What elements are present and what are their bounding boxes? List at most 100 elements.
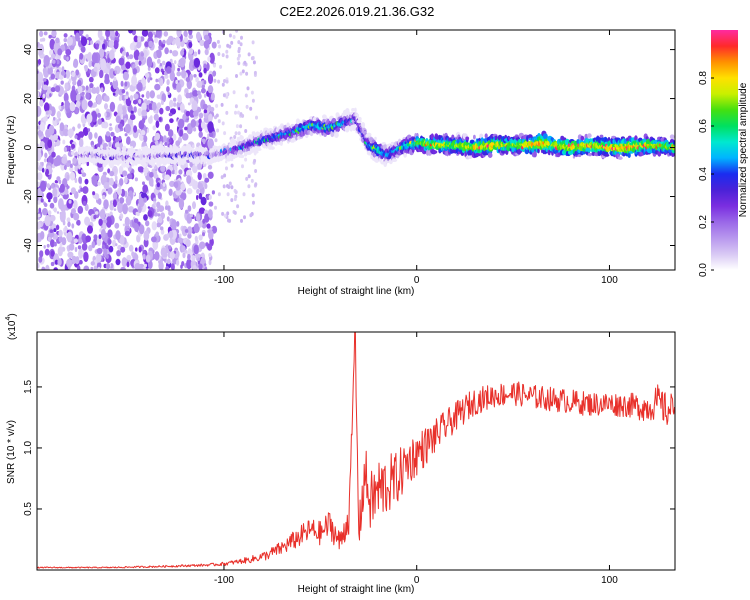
heatmap-cell [128,30,133,34]
heatmap-cell [109,81,113,86]
heatmap-cell [165,248,169,254]
heatmap-cell [94,211,99,215]
heatmap-cell [56,211,60,214]
heatmap-cell [220,102,224,107]
heatmap-cell [185,92,190,99]
heatmap-cell [241,69,245,74]
heatmap-cell [182,252,186,259]
heatmap-cell [74,247,78,252]
heatmap-cell [193,57,201,68]
heatmap-cell [74,178,78,183]
heatmap-cell [114,222,120,229]
heatmap-cell [80,187,83,192]
heatmap-cell [40,231,45,240]
heatmap-cell [113,39,119,50]
heatmap-cell [221,82,225,87]
heatmap-cell [138,246,142,253]
heatmap-cell [149,77,153,81]
heatmap-cell [230,198,234,203]
heatmap-cell [118,109,123,114]
heatmap-cell [43,102,50,112]
heatmap-cell [77,245,82,250]
heatmap-cell [113,76,117,82]
heatmap-cell [79,30,84,35]
heatmap-cell [37,181,40,188]
heatmap-cell [72,80,77,86]
heatmap-cell [232,35,236,39]
heatmap-cell [251,98,255,103]
heatmap-cell [42,116,48,122]
heatmap-cell [71,223,75,229]
heatmap-cell [37,233,40,243]
heatmap-cell [122,203,128,215]
heatmap-cell [64,82,69,90]
heatmap-cell [37,200,41,205]
heatmap-cell [180,103,185,113]
heatmap-cell [403,152,407,158]
heatmap-cell [39,99,44,107]
heatmap-cell [42,84,48,91]
heatmap-cell [52,134,59,141]
heatmap-cell [487,152,493,158]
heatmap-cell [185,110,190,117]
heatmap-cell [106,36,109,42]
heatmap-cell [335,131,339,135]
heatmap-cell [42,208,48,216]
heatmap-cell [84,203,89,212]
heatmap-cell [44,203,48,207]
heatmap-cell [63,54,67,61]
heatmap-cell [243,60,247,65]
heatmap-cell [213,63,216,68]
heatmap-cell [181,245,186,253]
heatmap-cell [132,99,138,105]
heatmap-cell [237,61,241,66]
heatmap-cell [58,235,63,243]
heatmap-cell [151,221,157,231]
heatmap-cell [77,85,83,93]
heatmap-cell [77,265,81,270]
heatmap-cell [155,78,159,83]
heatmap-cell [67,265,71,270]
spectrogram-heatmap [37,30,675,270]
heatmap-cell [76,220,81,226]
heatmap-cell [91,241,96,249]
heatmap-cell [78,131,85,138]
heatmap-cell [168,129,174,138]
heatmap-cell [159,107,164,115]
heatmap-cell [207,229,211,234]
heatmap-cell [157,58,161,64]
heatmap-cell [207,56,211,62]
heatmap-cell [164,74,169,79]
heatmap-cell [124,176,128,184]
heatmap-cell [203,109,208,114]
heatmap-cell [103,95,110,102]
heatmap-cell [78,237,83,244]
heatmap-cell [279,140,283,146]
heatmap-cell [89,221,93,226]
heatmap-cell [84,178,89,185]
heatmap-cell [82,127,89,136]
heatmap-cell [81,172,87,177]
heatmap-cell [239,42,243,47]
heatmap-cell [125,97,132,107]
heatmap-cell [179,233,182,238]
heatmap-cell [587,152,593,157]
heatmap-cell [165,66,172,74]
heatmap-cell [43,55,50,67]
heatmap-cell [158,39,162,47]
heatmap-cell [145,220,150,227]
heatmap-cell [118,165,124,175]
heatmap-cell [99,209,106,220]
heatmap-cell [202,139,206,145]
heatmap-cell [170,263,175,270]
heatmap-cell [220,175,224,180]
heatmap-cell [188,30,193,36]
heatmap-cell [234,190,238,195]
heatmap-cell [63,146,67,153]
heatmap-cell [96,237,102,247]
heatmap-cell [86,73,90,78]
heatmap-cell [208,32,212,37]
heatmap-cell [47,139,53,149]
heatmap-cell [186,175,192,185]
heatmap-cell [77,123,81,129]
